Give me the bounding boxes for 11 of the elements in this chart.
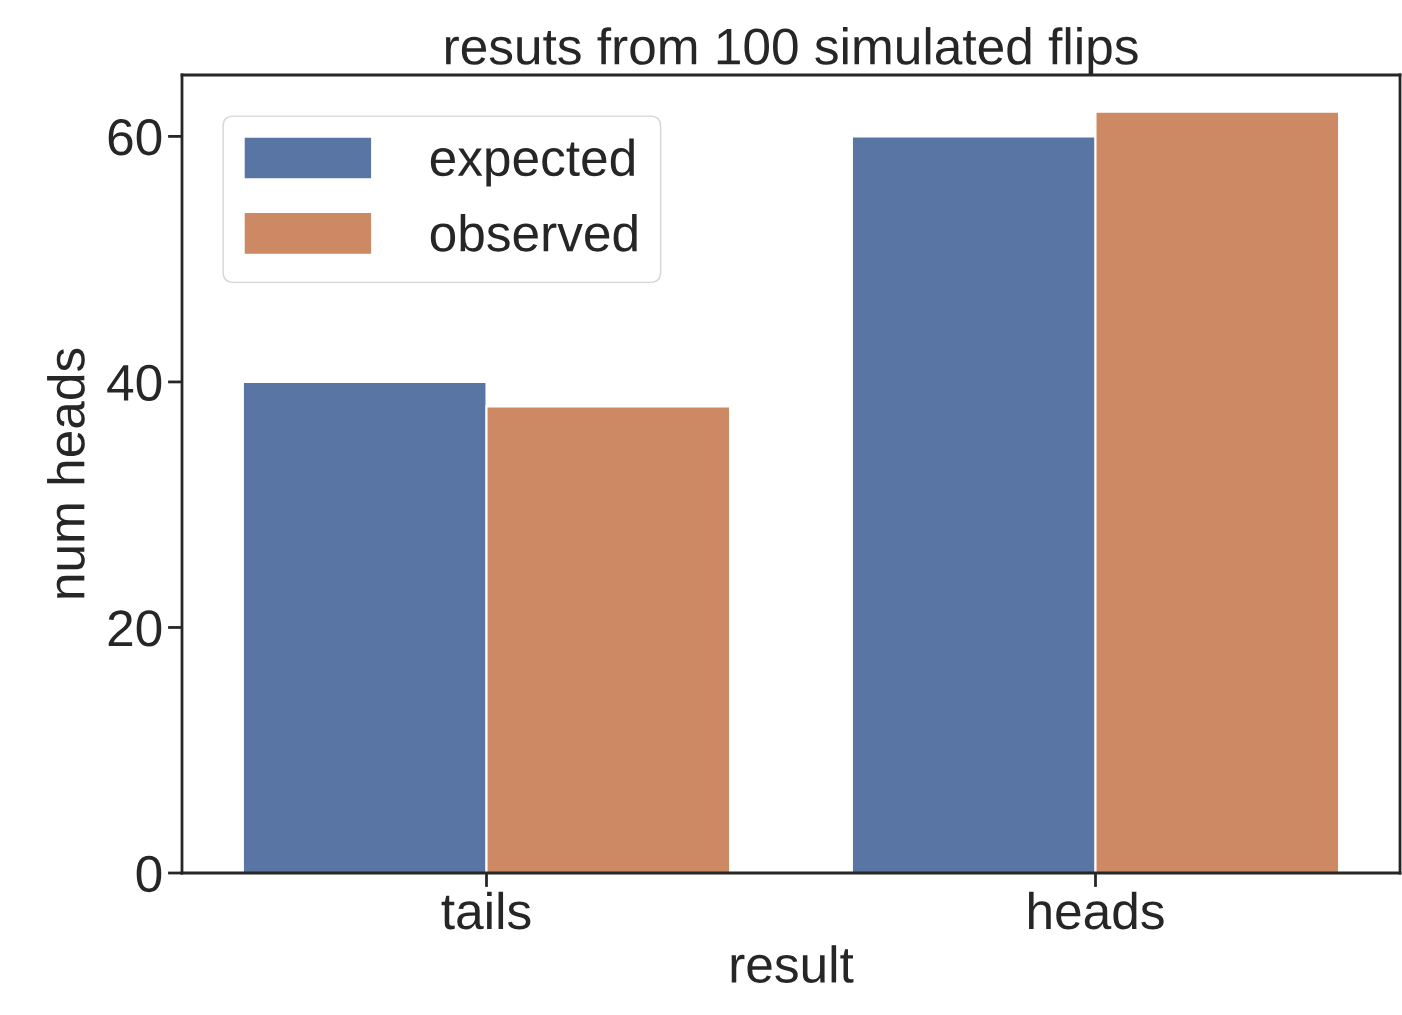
x-tick-label: heads [1029, 891, 1164, 930]
legend-label: expected [430, 138, 634, 187]
x-axis-title: result [731, 945, 854, 983]
y-tick-label: 0 [136, 855, 162, 893]
y-tick-label: 20 [108, 610, 162, 647]
legend-label: observed [430, 213, 637, 252]
y-tick-label: 40 [107, 364, 162, 402]
y-axis-title: num heads [47, 348, 85, 598]
chart-title: resuts from 100 simulated flips [445, 27, 1138, 75]
y-tick-label: 60 [108, 119, 162, 156]
x-tick-label: tails [441, 891, 531, 930]
